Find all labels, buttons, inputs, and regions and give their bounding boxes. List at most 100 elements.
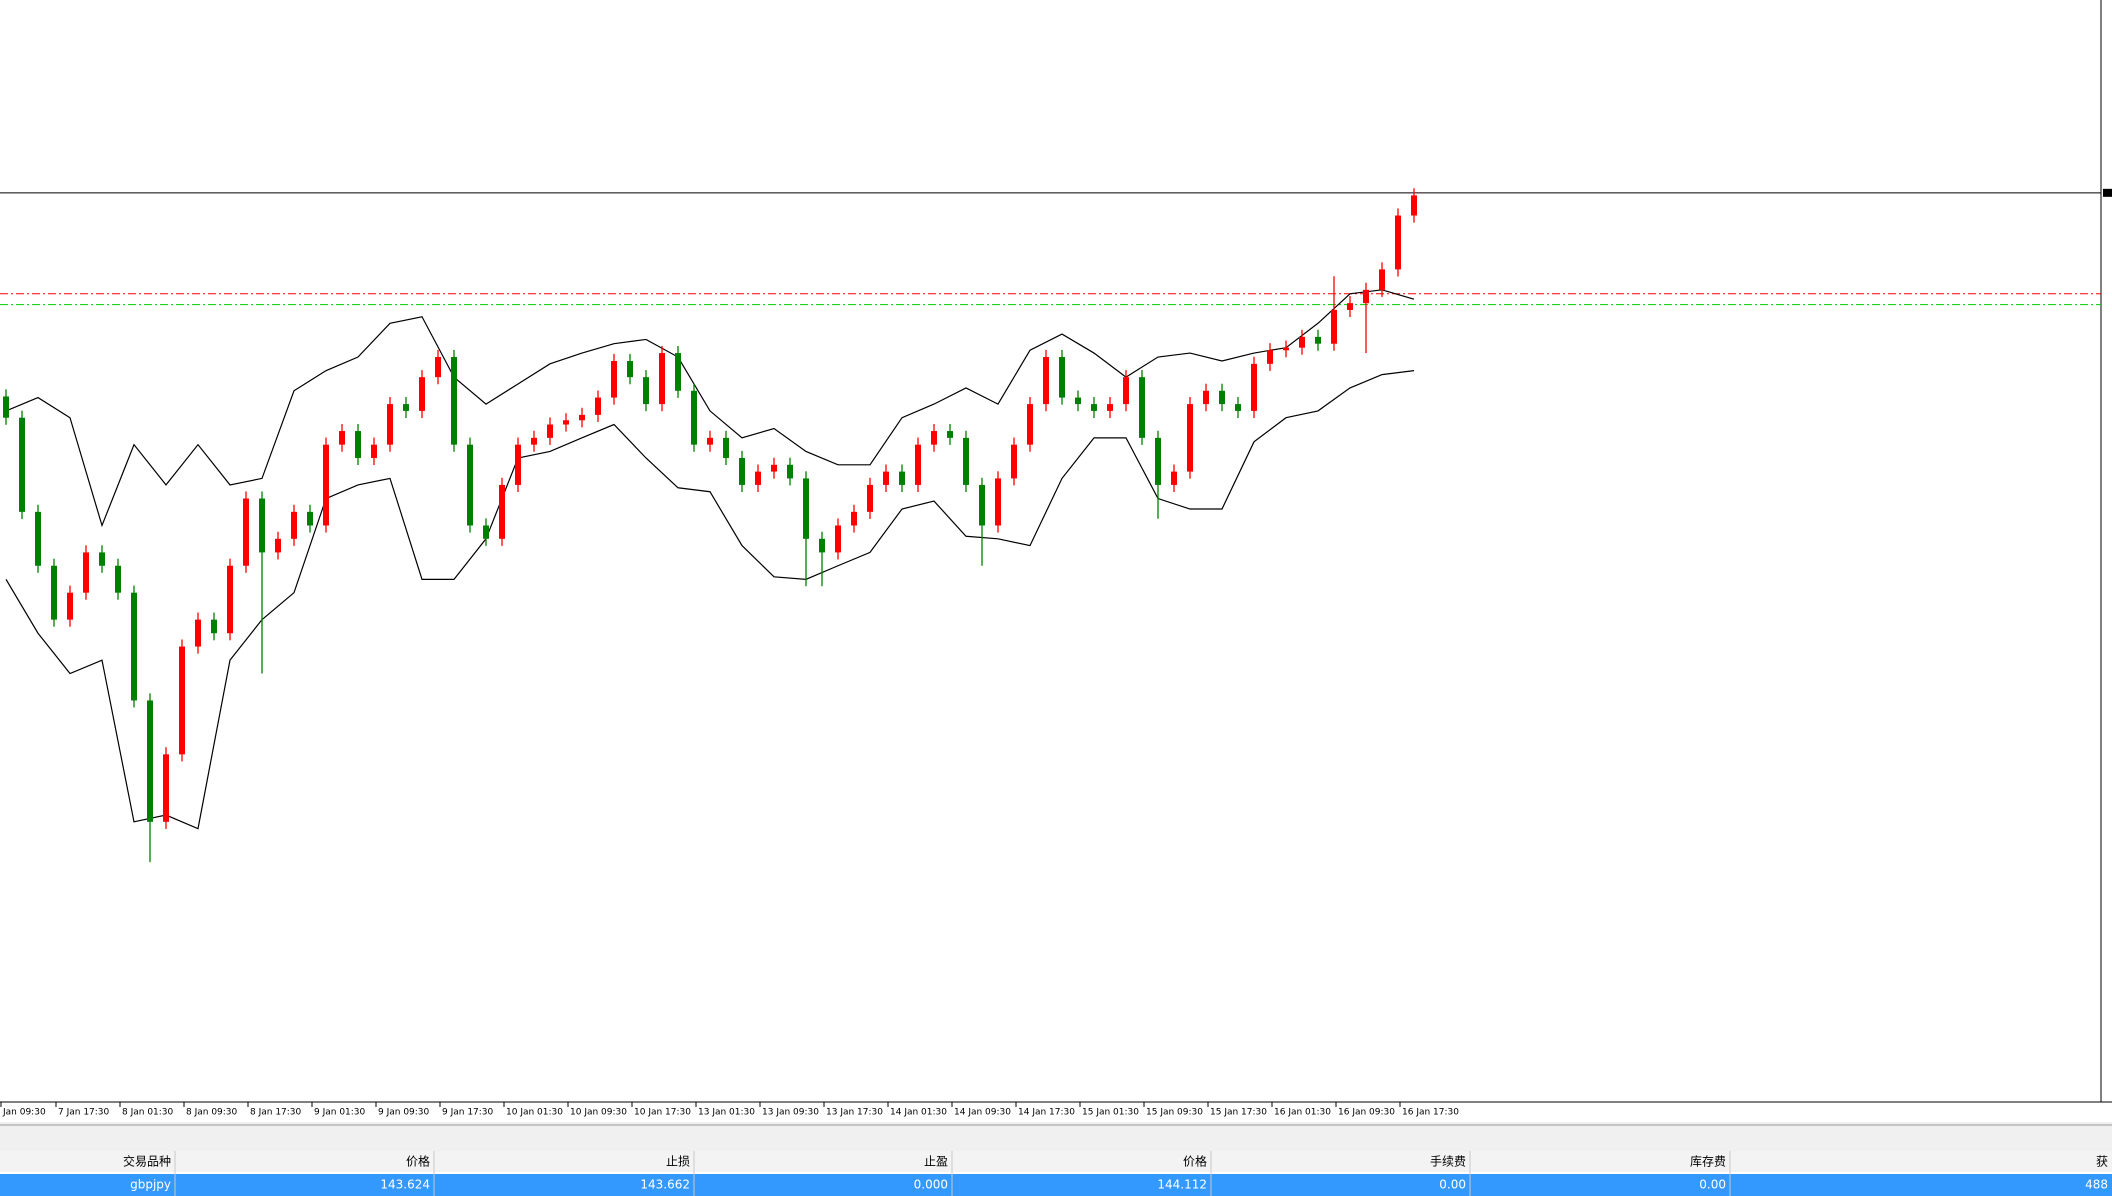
candle-body <box>1347 303 1353 310</box>
candle-body <box>403 404 409 411</box>
candle-body <box>211 619 217 634</box>
candle-body <box>243 498 249 566</box>
candle-body <box>1299 336 1305 348</box>
cell: 488 <box>2085 1178 2108 1192</box>
candle-body <box>1075 397 1081 405</box>
x-tick-label: 16 Jan 01:30 <box>1274 1108 1331 1118</box>
candle-body <box>1363 289 1369 304</box>
candle-body <box>611 361 617 398</box>
candle-body <box>259 498 265 553</box>
cell: 144.112 <box>1157 1178 1207 1192</box>
bollinger-band <box>5 370 1415 830</box>
candle-body <box>531 437 537 445</box>
candle-body <box>979 484 985 526</box>
candle-body <box>1267 350 1273 364</box>
candle-body <box>1059 357 1065 398</box>
x-tick-label: 9 Jan 01:30 <box>314 1108 366 1118</box>
x-tick-label: 13 Jan 09:30 <box>762 1108 819 1118</box>
column-header: 价格 <box>1183 1154 1207 1169</box>
x-tick-label: 16 Jan 17:30 <box>1402 1108 1459 1118</box>
x-tick-label: 7 Jan 17:30 <box>58 1108 110 1118</box>
x-tick-label: 14 Jan 09:30 <box>954 1108 1011 1118</box>
cell: 143.662 <box>640 1178 690 1192</box>
candle-body <box>867 484 873 512</box>
selected-row[interactable] <box>0 1174 2112 1196</box>
candle-body <box>1171 471 1177 485</box>
candle-body <box>1331 309 1337 344</box>
bollinger-band <box>5 289 1415 528</box>
candle-body <box>915 444 921 485</box>
candle-body <box>435 357 441 378</box>
candle-body <box>835 525 841 553</box>
candle-body <box>275 538 281 553</box>
candle-body <box>179 646 185 755</box>
candle-body <box>1123 377 1129 405</box>
cell: gbpjpy <box>130 1178 171 1192</box>
candle-body <box>339 431 345 445</box>
candle-body <box>803 478 809 539</box>
candle-body <box>547 424 553 438</box>
candle-body <box>1283 347 1289 351</box>
candle-body <box>371 444 377 458</box>
candle-body <box>419 377 425 411</box>
candle-body <box>659 353 665 405</box>
candle-body <box>771 464 777 472</box>
candle-body <box>147 700 153 822</box>
x-tick-label: 9 Jan 17:30 <box>442 1108 494 1118</box>
candle-body <box>627 361 633 378</box>
candle-body <box>739 457 745 485</box>
candle-body <box>787 464 793 479</box>
candle-body <box>691 390 697 445</box>
candle-body <box>355 431 361 458</box>
candle-body <box>51 565 57 620</box>
candle-body <box>1107 404 1113 411</box>
toolbar-strip <box>0 1122 2112 1154</box>
candle-body <box>67 592 73 620</box>
candle-body <box>467 444 473 526</box>
x-tick-label: 8 Jan 01:30 <box>122 1108 174 1118</box>
candle-body <box>1091 404 1097 411</box>
table-header <box>0 1151 2112 1172</box>
price-marker <box>2103 188 2112 197</box>
column-header: 获 <box>2096 1155 2108 1169</box>
candle-body <box>1219 390 1225 405</box>
candle-body <box>755 471 761 485</box>
candle-body <box>483 525 489 539</box>
candle-body <box>1315 336 1321 344</box>
x-tick-label: 16 Jan 09:30 <box>1338 1108 1395 1118</box>
candle-body <box>1187 404 1193 472</box>
candle-body <box>3 396 9 418</box>
column-header: 手续费 <box>1430 1155 1466 1169</box>
candle-body <box>1043 357 1049 405</box>
candle-body <box>1235 404 1241 411</box>
column-header: 止损 <box>666 1155 690 1169</box>
candle-body <box>595 397 601 415</box>
candle-body <box>19 417 25 512</box>
candle-body <box>1251 363 1257 411</box>
candle-body <box>1011 444 1017 479</box>
candle-body <box>163 754 169 822</box>
candle-body <box>291 511 297 539</box>
candle-body <box>1139 377 1145 438</box>
candle-body <box>99 552 105 566</box>
x-tick-label: 14 Jan 17:30 <box>1018 1108 1075 1118</box>
candle-body <box>1203 390 1209 405</box>
candle-body <box>947 431 953 438</box>
candle-body <box>819 538 825 553</box>
candle-body <box>723 437 729 458</box>
candle-body <box>899 471 905 485</box>
candle-body <box>1027 404 1033 445</box>
candle-body <box>307 511 313 526</box>
candle-body <box>675 353 681 391</box>
x-tick-label: 14 Jan 01:30 <box>890 1108 947 1118</box>
candle-body <box>131 592 137 701</box>
cell: 0.00 <box>1699 1178 1726 1192</box>
x-tick-label: 15 Jan 01:30 <box>1082 1108 1139 1118</box>
candle-body <box>563 420 569 425</box>
candle-body <box>579 414 585 421</box>
x-tick-label: 10 Jan 01:30 <box>506 1108 563 1118</box>
candle-body <box>931 431 937 445</box>
cell: 0.00 <box>1439 1178 1466 1192</box>
